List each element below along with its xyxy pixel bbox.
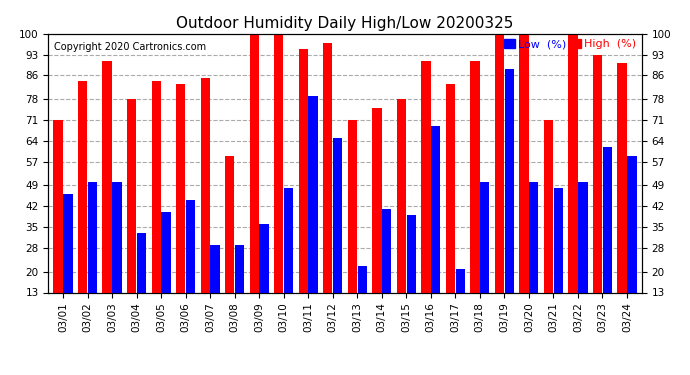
Bar	[235, 245, 244, 331]
Bar	[210, 245, 219, 331]
Bar	[88, 183, 97, 331]
Bar	[422, 60, 431, 331]
Bar	[372, 108, 382, 331]
Bar	[618, 63, 627, 331]
Bar	[137, 233, 146, 331]
Bar	[308, 96, 318, 331]
Bar	[446, 84, 455, 331]
Bar	[201, 78, 210, 331]
Bar	[520, 34, 529, 331]
Bar	[225, 156, 235, 331]
Bar	[186, 200, 195, 331]
Bar	[455, 269, 465, 331]
Bar	[544, 120, 553, 331]
Bar	[495, 34, 504, 331]
Bar	[602, 147, 612, 331]
Bar	[161, 212, 170, 331]
Legend: Low  (%), High  (%): Low (%), High (%)	[504, 39, 636, 50]
Bar	[569, 34, 578, 331]
Bar	[480, 183, 489, 331]
Bar	[471, 60, 480, 331]
Bar	[127, 99, 137, 331]
Bar	[63, 194, 72, 331]
Bar	[593, 55, 602, 331]
Bar	[553, 188, 563, 331]
Bar	[529, 183, 538, 331]
Bar	[78, 81, 88, 331]
Bar	[348, 120, 357, 331]
Bar	[299, 49, 308, 331]
Bar	[504, 69, 514, 331]
Bar	[431, 126, 440, 331]
Bar	[627, 156, 637, 331]
Bar	[578, 183, 587, 331]
Bar	[112, 183, 121, 331]
Bar	[53, 120, 63, 331]
Bar	[250, 34, 259, 331]
Bar	[152, 81, 161, 331]
Title: Outdoor Humidity Daily High/Low 20200325: Outdoor Humidity Daily High/Low 20200325	[177, 16, 513, 31]
Bar	[323, 43, 333, 331]
Bar	[406, 215, 416, 331]
Bar	[274, 34, 284, 331]
Bar	[176, 84, 186, 331]
Bar	[284, 188, 293, 331]
Bar	[103, 60, 112, 331]
Bar	[397, 99, 406, 331]
Bar	[333, 138, 342, 331]
Text: Copyright 2020 Cartronics.com: Copyright 2020 Cartronics.com	[55, 42, 206, 51]
Bar	[382, 209, 391, 331]
Bar	[259, 224, 268, 331]
Bar	[357, 266, 367, 331]
